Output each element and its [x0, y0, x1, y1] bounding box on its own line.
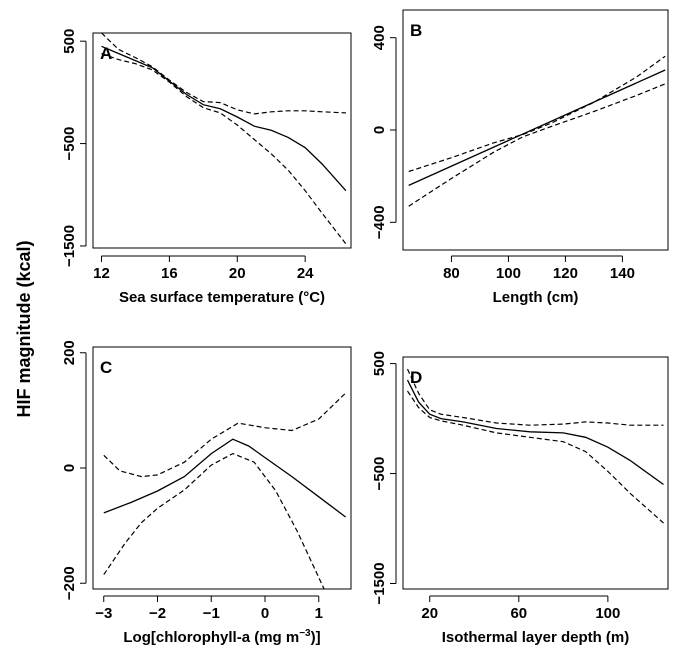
y-tick-label: 0	[371, 126, 388, 134]
y-tick-label: 0	[61, 464, 78, 472]
lower-ci-line	[408, 83, 666, 207]
y-tick-label: −500	[61, 127, 78, 161]
panel-letter: B	[410, 21, 422, 40]
panel-letter: D	[410, 368, 422, 387]
x-tick-label: 1	[315, 605, 323, 622]
x-tick-label: −1	[203, 605, 220, 622]
x-tick-label: −2	[149, 605, 166, 622]
y-tick-label: −500	[371, 457, 388, 491]
plot-frame	[402, 356, 669, 590]
upper-ci-line	[408, 55, 666, 173]
plot-frame	[402, 9, 669, 251]
x-axis-label: Sea surface temperature (°C)	[119, 289, 325, 306]
panel-letter: A	[100, 44, 112, 63]
lower-ci-line	[101, 52, 347, 245]
x-tick-label: 12	[93, 265, 110, 282]
x-tick-label: 24	[297, 265, 314, 282]
y-tick-label: 500	[61, 29, 78, 54]
y-tick-label: −1500	[371, 562, 388, 604]
panel-a: 12 16 20 24 500 −500 −1500 Sea surface temperat…	[61, 29, 352, 306]
panel-b: 80 100 120 140 400 0 −400 Length (cm) B	[371, 9, 669, 306]
x-tick-label: 100	[496, 265, 521, 282]
x-tick-label: 16	[161, 265, 178, 282]
x-tick-label: 120	[553, 265, 578, 282]
upper-ci-line	[406, 368, 664, 426]
x-axis-label: Log[chlorophyll-a (mg m−3)]	[123, 628, 320, 646]
x-tick-label: −3	[95, 605, 112, 622]
x-tick-label: 20	[421, 605, 438, 622]
fit-line	[103, 438, 346, 518]
panel-letter: C	[100, 358, 112, 377]
x-tick-label: 0	[261, 605, 269, 622]
y-tick-label: 400	[371, 25, 388, 50]
upper-ci-line	[103, 392, 347, 478]
x-tick-label: 60	[510, 605, 527, 622]
x-tick-label: 80	[443, 265, 460, 282]
y-tick-label: −1500	[61, 225, 78, 267]
y-tick-label: 200	[61, 340, 78, 365]
plot-frame	[92, 346, 352, 590]
lower-ci-line	[407, 390, 664, 524]
fit-line	[101, 45, 347, 192]
y-tick-label: 500	[371, 351, 388, 376]
x-tick-label: 20	[229, 265, 246, 282]
panel-c: −3 −2 −1 0 1 200 0 −200 Log[chlorophyll-a (mg m−…	[61, 340, 352, 646]
plot-frame	[92, 32, 352, 249]
x-tick-label: 100	[595, 605, 620, 622]
y-tick-label: −200	[61, 566, 78, 600]
x-axis-label: Isothermal layer depth (m)	[442, 629, 630, 646]
panel-d: 20 60 100 500 −500 −1500 Isothermal layer dept…	[371, 351, 669, 646]
y-tick-label: −400	[371, 205, 388, 239]
x-axis-label: Length (cm)	[493, 289, 579, 306]
fit-line	[406, 379, 664, 486]
lower-ci-line	[103, 452, 325, 589]
x-tick-label: 140	[610, 265, 635, 282]
shared-y-axis-label: HIF magnitude (kcal)	[14, 240, 34, 417]
upper-ci-line	[101, 33, 346, 115]
fit-line	[408, 69, 666, 186]
